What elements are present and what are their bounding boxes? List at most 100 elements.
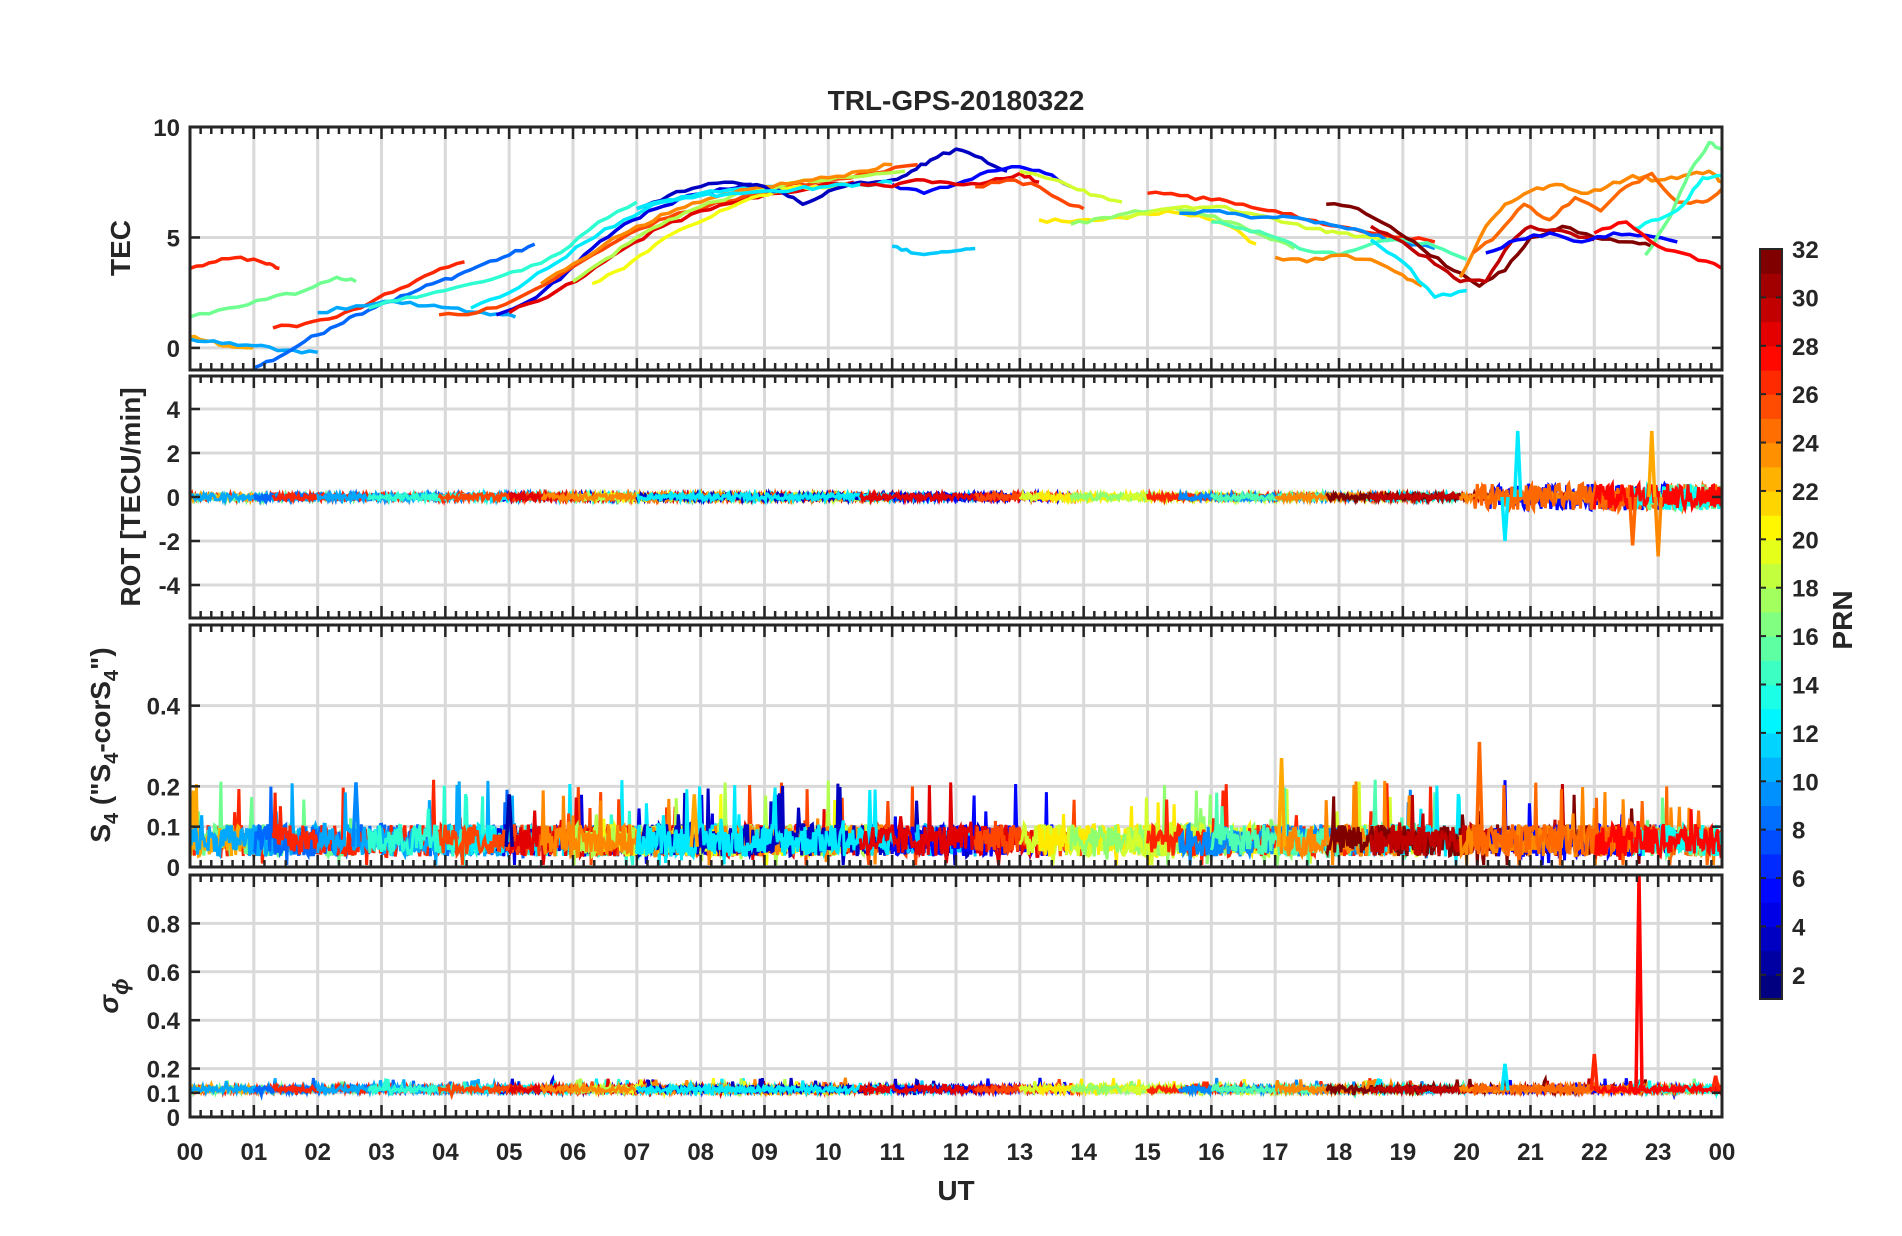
ylabel-rot: ROT [TECU/min] bbox=[115, 387, 146, 606]
rot-peak bbox=[1627, 496, 1638, 546]
y-tick-label: 5 bbox=[167, 225, 180, 252]
colorbar-tick-label: 24 bbox=[1792, 431, 1819, 458]
tec-line-prn-11 bbox=[892, 244, 976, 257]
rot-trace-prn-29 bbox=[858, 488, 1041, 506]
colorbar-segment bbox=[1760, 466, 1782, 492]
colorbar-label: PRN bbox=[1827, 590, 1858, 649]
colorbar-segment bbox=[1760, 345, 1782, 371]
rot-peak bbox=[1512, 430, 1523, 498]
colorbar-segment bbox=[1760, 394, 1782, 419]
colorbar-segment bbox=[1760, 297, 1782, 323]
tec-line-prn-28 bbox=[1593, 220, 1722, 270]
yticks-tec: 0 5 10 bbox=[153, 115, 180, 363]
colorbar-segment bbox=[1760, 418, 1782, 444]
x-tick-label: 06 bbox=[560, 1139, 587, 1166]
frame-tec bbox=[188, 125, 1724, 372]
grid-tec bbox=[190, 127, 1722, 370]
rot-peak bbox=[1500, 496, 1510, 542]
frame-rot bbox=[188, 374, 1724, 620]
colorbar-segment bbox=[1760, 732, 1782, 758]
sigma-trace-prn-28 bbox=[1592, 1080, 1722, 1097]
x-tick-label: 12 bbox=[943, 1139, 970, 1166]
rot-trace-prn-28 bbox=[1592, 478, 1722, 515]
y-tick-label: 0.2 bbox=[147, 1057, 180, 1084]
tec-line-prn-27 bbox=[272, 260, 465, 330]
y-tick-label: 0.6 bbox=[147, 960, 180, 987]
x-tick-label: 20 bbox=[1453, 1139, 1480, 1166]
y-tick-label: -4 bbox=[159, 573, 181, 600]
ylabel-sigma: σϕ bbox=[93, 978, 133, 1013]
colorbar-segment bbox=[1760, 563, 1782, 589]
ylabel-tec: TEC bbox=[105, 220, 136, 276]
yticks-rot: -4 -2 0 2 4 bbox=[159, 397, 181, 600]
colorbar-segment bbox=[1760, 660, 1782, 686]
colorbar-segment bbox=[1760, 273, 1782, 298]
y-tick-label: 0 bbox=[167, 1105, 180, 1132]
tec-line-prn-10 bbox=[317, 299, 517, 319]
sigma-peak bbox=[1710, 1075, 1721, 1091]
colorbar-tick-label: 22 bbox=[1792, 479, 1819, 506]
colorbar-segment bbox=[1760, 369, 1782, 395]
chart-title: TRL-GPS-20180322 bbox=[828, 85, 1085, 116]
y-tick-label: 0.1 bbox=[147, 815, 180, 842]
colorbar-tick-label: 8 bbox=[1792, 818, 1805, 845]
x-tick-label: 11 bbox=[879, 1139, 904, 1166]
colorbar-segment bbox=[1760, 805, 1782, 831]
grid-sigma bbox=[190, 875, 1722, 1117]
colorbar-tick-label: 28 bbox=[1792, 334, 1819, 361]
y-tick-label: 0 bbox=[167, 336, 180, 363]
colorbar-tick-label: 30 bbox=[1792, 285, 1819, 312]
colorbar-segment bbox=[1760, 490, 1782, 516]
x-tick-label: 19 bbox=[1389, 1139, 1416, 1166]
tec-line-prn-26 bbox=[975, 178, 1085, 211]
colorbar-frame bbox=[1759, 248, 1783, 1000]
y-tick-label: 0.1 bbox=[147, 1081, 180, 1108]
colorbar-tick-label: 26 bbox=[1792, 382, 1819, 409]
yticks-s4: 0 0.1 0.2 0.4 bbox=[147, 694, 181, 882]
panel-sigma: 00.10.2 0.4 0.6 0.8 σϕ bbox=[93, 873, 1724, 1132]
y-tick-label: 0 bbox=[167, 485, 180, 512]
s4-trace-prn-12 bbox=[635, 785, 894, 865]
s4-trace-prn-28 bbox=[1593, 809, 1722, 861]
y-tick-label: 0.8 bbox=[147, 911, 180, 938]
colorbar-tick-label: 4 bbox=[1792, 914, 1806, 941]
colorbar-segment bbox=[1760, 321, 1782, 347]
x-tick-label: 07 bbox=[623, 1139, 650, 1166]
colorbar-segment bbox=[1760, 249, 1782, 274]
x-tick-label: 23 bbox=[1645, 1139, 1672, 1166]
colorbar-segment bbox=[1760, 829, 1782, 855]
x-tick-label: 15 bbox=[1134, 1139, 1161, 1166]
rot-peak bbox=[1647, 430, 1657, 498]
colorbar-segment bbox=[1760, 611, 1782, 637]
y-tick-label: 0.4 bbox=[147, 694, 181, 721]
series-s4 bbox=[190, 741, 1722, 866]
colorbar-segment bbox=[1760, 539, 1782, 565]
s4-peak bbox=[351, 782, 361, 847]
tec-line-prn-24 bbox=[1274, 253, 1423, 288]
series-rot bbox=[190, 430, 1722, 557]
tec-line-prn-3 bbox=[636, 147, 1008, 211]
x-tick-labels: 00 01 02 03 04 05 06 07 08 09 10 11 12 13 14 15 16 17 18 19… bbox=[177, 1139, 1736, 1166]
tec-line-prn-27 bbox=[190, 255, 280, 271]
rot-peak bbox=[1653, 496, 1663, 557]
ylabel-s4: S4 ("S4-corS4") bbox=[85, 647, 123, 842]
x-tick-label: 08 bbox=[687, 1139, 714, 1166]
tec-line-prn-29 bbox=[860, 171, 1040, 189]
x-tick-label: 14 bbox=[1070, 1139, 1097, 1166]
colorbar-segment bbox=[1760, 902, 1782, 928]
tec-line-prn-32 bbox=[1326, 201, 1653, 288]
x-axis-label: UT bbox=[937, 1175, 974, 1206]
colorbar-tick-label: 6 bbox=[1792, 866, 1805, 893]
rot-trace-prn-12 bbox=[636, 488, 893, 506]
s4-peak bbox=[1474, 741, 1485, 847]
colorbar-segment bbox=[1760, 878, 1782, 903]
colorbar-tick-label: 18 bbox=[1792, 576, 1819, 603]
tec-line-prn-12 bbox=[636, 179, 893, 211]
x-tick-label: 01 bbox=[240, 1139, 267, 1166]
colorbar-tick-label: 10 bbox=[1792, 769, 1819, 796]
tec-line-prn-12 bbox=[1369, 238, 1467, 299]
colorbar-tick-label: 2 bbox=[1792, 963, 1805, 990]
tec-line-prn-13 bbox=[1632, 173, 1722, 231]
